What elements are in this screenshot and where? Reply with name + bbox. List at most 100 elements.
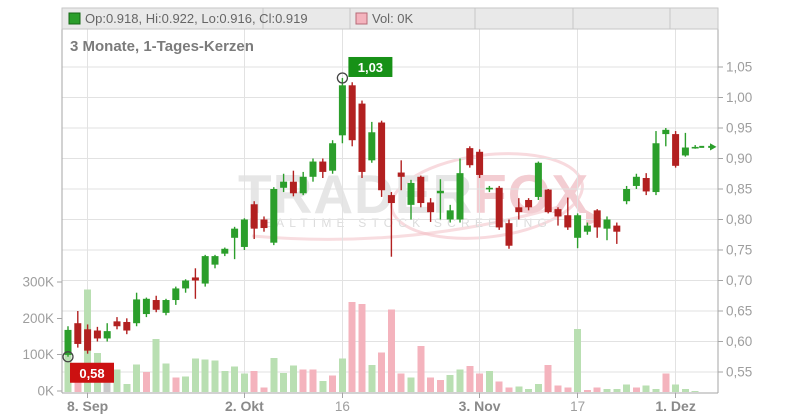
volume-bar[interactable] <box>113 369 121 392</box>
candle[interactable] <box>623 185 631 205</box>
volume-bar[interactable] <box>231 366 239 392</box>
candle[interactable] <box>201 254 209 287</box>
candle[interactable] <box>348 82 356 147</box>
candle[interactable] <box>231 226 239 260</box>
volume-bar[interactable] <box>613 389 621 392</box>
candle[interactable] <box>289 170 297 197</box>
candle[interactable] <box>387 192 395 257</box>
volume-bar[interactable] <box>378 352 386 392</box>
volume-bar[interactable] <box>221 371 229 392</box>
volume-bar[interactable] <box>495 381 503 392</box>
volume-bar[interactable] <box>123 383 131 392</box>
candle[interactable] <box>427 198 435 222</box>
volume-bar[interactable] <box>593 387 601 392</box>
candle[interactable] <box>407 179 415 220</box>
candle[interactable] <box>466 146 474 168</box>
volume-bar[interactable] <box>574 328 582 392</box>
volume-bar[interactable] <box>152 339 160 392</box>
volume-bar[interactable] <box>387 309 395 392</box>
candle[interactable] <box>436 179 444 220</box>
volume-bar[interactable] <box>505 387 513 392</box>
volume-bar[interactable] <box>672 384 680 392</box>
candle[interactable] <box>133 292 141 327</box>
candle[interactable] <box>152 295 160 313</box>
volume-bar[interactable] <box>662 373 670 392</box>
volume-bar[interactable] <box>260 387 268 392</box>
volume-bar[interactable] <box>289 365 297 392</box>
volume-bar[interactable] <box>182 376 190 392</box>
volume-bar[interactable] <box>397 373 405 392</box>
volume-bar[interactable] <box>407 377 415 392</box>
candle[interactable] <box>593 209 601 238</box>
candle[interactable] <box>358 100 366 179</box>
volume-bar[interactable] <box>103 379 111 392</box>
volume-bar[interactable] <box>564 387 572 392</box>
volume-bar[interactable] <box>466 365 474 392</box>
volume-bar[interactable] <box>299 369 307 392</box>
candle[interactable] <box>260 216 268 232</box>
candle[interactable] <box>113 317 121 330</box>
candle[interactable] <box>103 323 111 342</box>
candle[interactable] <box>378 120 386 197</box>
volume-bar[interactable] <box>603 389 611 392</box>
candle[interactable] <box>534 161 542 200</box>
candle[interactable] <box>642 173 650 196</box>
candle[interactable] <box>221 247 229 257</box>
candle[interactable] <box>603 216 611 241</box>
candle[interactable] <box>662 128 670 147</box>
candle[interactable] <box>652 131 660 196</box>
volume-bar[interactable] <box>270 357 278 392</box>
candle[interactable] <box>476 149 484 179</box>
volume-bar[interactable] <box>64 344 72 392</box>
candle[interactable] <box>338 77 346 144</box>
volume-bar[interactable] <box>652 389 660 392</box>
volume-bar[interactable] <box>456 369 464 392</box>
volume-bar[interactable] <box>319 380 327 392</box>
candle[interactable] <box>142 297 150 318</box>
volume-bar[interactable] <box>623 384 631 392</box>
candle[interactable] <box>583 222 591 235</box>
candle[interactable] <box>505 219 513 249</box>
volume-bar[interactable] <box>427 377 435 392</box>
volume-bar[interactable] <box>348 302 356 392</box>
candle[interactable] <box>417 175 425 208</box>
volume-bar[interactable] <box>515 386 523 392</box>
volume-bar[interactable] <box>191 358 199 392</box>
candle[interactable] <box>456 158 464 223</box>
volume-bar[interactable] <box>250 371 258 392</box>
candle[interactable] <box>485 185 493 193</box>
volume-bar[interactable] <box>691 390 699 392</box>
volume-bar[interactable] <box>642 385 650 392</box>
volume-bar[interactable] <box>632 387 640 392</box>
candle[interactable] <box>270 187 278 246</box>
candle[interactable] <box>250 201 258 240</box>
candle[interactable] <box>554 207 562 226</box>
volume-bar[interactable] <box>583 390 591 392</box>
candle[interactable] <box>397 160 405 191</box>
candle[interactable] <box>632 173 640 189</box>
candle[interactable] <box>564 197 572 230</box>
volume-bar[interactable] <box>240 373 248 392</box>
volume-bar[interactable] <box>309 369 317 392</box>
candle[interactable] <box>329 140 337 174</box>
volume-bar[interactable] <box>436 379 444 392</box>
volume-bar[interactable] <box>368 364 376 392</box>
candle[interactable] <box>495 185 503 230</box>
volume-bar[interactable] <box>417 346 425 392</box>
volume-bar[interactable] <box>358 303 366 392</box>
candle[interactable] <box>162 298 170 316</box>
volume-bar[interactable] <box>544 364 552 392</box>
ohlc-series-swatch[interactable] <box>68 12 81 25</box>
candle[interactable] <box>299 171 307 196</box>
candle[interactable] <box>515 198 523 220</box>
candle[interactable] <box>446 204 454 223</box>
candle[interactable] <box>309 158 317 182</box>
candle[interactable] <box>672 131 680 168</box>
candle[interactable] <box>544 189 552 214</box>
candle[interactable] <box>280 173 288 193</box>
candle[interactable] <box>191 268 199 299</box>
candle[interactable] <box>574 213 582 249</box>
candle[interactable] <box>93 326 101 342</box>
candle[interactable] <box>691 145 699 149</box>
